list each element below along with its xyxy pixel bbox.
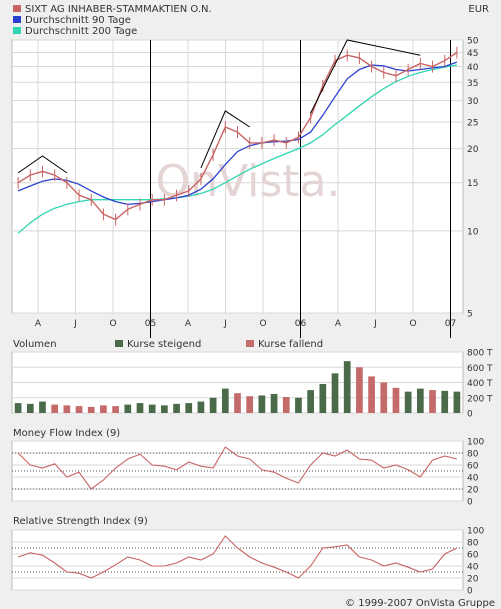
volume-bar [173,403,180,413]
volume-bar [148,404,156,413]
price-y-tick-label: 45 [467,49,478,59]
volume-bar [209,397,217,413]
volume-bar [404,391,412,413]
volume-bar [270,393,278,413]
mfi-y-tick-label: 0 [467,498,473,508]
mfi-y-tick-label: 40 [467,474,479,484]
volume-bar [282,396,290,413]
volume-bar [197,401,205,413]
volume-bar [392,387,400,413]
legend-label: Durchschnitt 200 Tage [25,26,137,37]
volume-bar [368,376,375,413]
price-y-tick-label: 50 [467,37,479,47]
price-x-tick-label: A [185,319,192,329]
volume-bar [331,373,339,413]
volume-legend-label: Kurse fallend [258,339,323,350]
volume-bar [161,405,168,413]
watermark: OnVista. [155,156,340,207]
volume-title: Volumen [13,339,57,350]
rsi-y-tick-label: 40 [467,563,479,573]
volume-legend-label: Kurse steigend [127,339,201,350]
price-x-tick-label: J [223,319,227,329]
price-y-tick-label: 30 [467,97,479,107]
volume-bar [307,390,314,413]
price-y-tick-label: 40 [467,63,479,73]
volume-bar [14,403,22,413]
volume-bar [356,367,363,413]
currency-label: EUR [468,4,489,15]
volume-bar [100,405,107,413]
volume-y-tick-label: 400 T [467,379,493,389]
mfi-title: Money Flow Index (9) [13,428,120,439]
volume-bar [295,397,302,413]
price-x-tick-label: A [35,319,42,329]
volume-bar [136,403,144,413]
legend-swatch [13,27,21,34]
volume-bar [39,401,46,413]
volume-bar [63,405,71,413]
rsi-y-tick-label: 0 [467,587,473,597]
volume-bar [380,382,388,413]
volume-bar [319,384,327,413]
volume-bar [246,396,254,413]
volume-y-tick-label: 800 T [467,349,493,359]
volume-y-tick-label: 200 T [467,394,493,404]
mfi-y-tick-label: 20 [467,486,479,496]
trend-line [310,39,421,114]
volume-bar [185,403,193,413]
mfi-series-line [17,446,458,490]
volume-bar [124,404,132,413]
rsi-title: Relative Strength Index (9) [13,516,148,527]
mfi-y-tick-label: 60 [467,462,479,472]
series-line-ma90 [17,61,458,206]
rsi-y-tick-label: 80 [467,539,479,549]
rsi-y-tick-label: 60 [467,551,479,561]
price-x-tick-label: J [73,319,77,329]
volume-bar [258,395,266,413]
price-x-tick-label: A [335,319,342,329]
price-x-tick-label: J [373,319,377,329]
price-y-tick-label: 25 [467,119,478,129]
volume-bar [112,406,119,413]
price-x-tick-label: O [409,319,416,329]
volume-bar [416,388,424,413]
volume-bar [453,391,461,413]
price-y-tick-label: 35 [467,79,478,89]
rsi-y-tick-label: 20 [467,575,479,585]
legend-label: Durchschnitt 90 Tage [25,15,131,26]
trend-line [17,155,68,174]
volume-bar [343,361,351,413]
rsi-y-tick-label: 100 [467,527,484,537]
price-x-tick-label: O [109,319,116,329]
legend-swatch [13,5,21,12]
volume-bar [75,406,83,413]
price-y-tick-label: 15 [467,179,478,189]
volume-bar [87,406,95,413]
volume-y-tick-label: 600 T [467,364,493,374]
price-y-tick-label: 20 [467,145,479,155]
volume-legend-swatch [246,340,254,347]
trend-line [200,110,250,169]
legend-label: SIXT AG INHABER-STAMMAKTIEN O.N. [25,4,212,15]
volume-bar [221,388,229,413]
volume-y-tick-label: 0 [467,410,473,420]
volume-bar [26,403,34,413]
mfi-y-tick-label: 80 [467,450,479,460]
legend-swatch [13,16,21,23]
mfi-y-tick-label: 100 [467,438,484,448]
rsi-series-line [17,535,458,579]
price-x-tick-label: O [259,319,266,329]
volume-bar [234,393,241,413]
volume-bar [429,390,436,413]
volume-bar [51,404,59,413]
copyright-text: © 1999-2007 OnVista Gruppe [345,598,495,609]
volume-bar [441,390,449,413]
rsi-plot-area [11,529,464,591]
price-y-tick-label: 5 [467,310,473,320]
price-y-tick-label: 10 [467,227,479,237]
volume-legend-swatch [115,340,123,347]
